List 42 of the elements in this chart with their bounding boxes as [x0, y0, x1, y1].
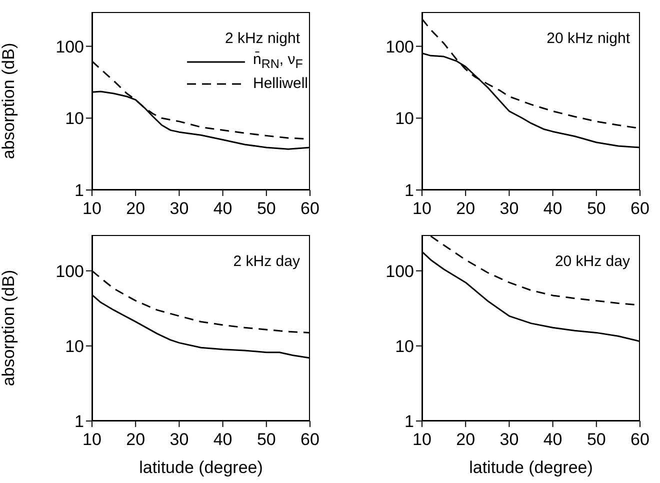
x-tick-label: 30 [500, 199, 519, 218]
y-tick-label: 1 [404, 181, 414, 200]
x-tick-label: 20 [456, 199, 476, 218]
x-tick-label: 60 [630, 199, 650, 218]
annotation: 2 kHz night [224, 30, 300, 47]
legend-label: Helliwell [252, 74, 308, 94]
annotation: 2 kHz day [233, 253, 300, 270]
x-tick-label: 20 [456, 430, 476, 450]
y-tick-label: 10 [65, 336, 84, 356]
annotation: 20 kHz night [546, 30, 630, 47]
y-tick-label: 1 [74, 181, 84, 200]
x-tick-label: 50 [586, 430, 606, 450]
x-tick-label: 60 [300, 199, 320, 218]
y-tick-label: 1 [74, 412, 84, 432]
y-tick-label: 100 [386, 37, 414, 56]
y-axis-title: absorption (dB) [0, 42, 18, 160]
y-tick-label: 10 [65, 109, 84, 128]
y-axis-title: absorption (dB) [0, 270, 18, 386]
x-tick-label: 50 [256, 199, 276, 218]
x-tick-label: 40 [213, 199, 232, 218]
x-tick-label: 50 [586, 199, 606, 218]
x-tick-label: 40 [543, 430, 562, 450]
x-tick-label: 20 [126, 199, 146, 218]
y-tick-label: 100 [386, 262, 414, 281]
x-tick-label: 40 [543, 199, 562, 218]
x-tick-label: 40 [213, 430, 232, 450]
legend-label: n̄$_{RN}$, ν$_{F}$ [252, 50, 303, 73]
x-tick-label: 30 [170, 430, 189, 450]
x-tick-label: 30 [500, 430, 519, 450]
x-axis-title: latitude (degree) [139, 458, 263, 477]
y-tick-label: 100 [56, 262, 84, 281]
x-tick-label: 50 [256, 430, 276, 450]
y-tick-label: 10 [395, 336, 414, 356]
annotation: 20 kHz day [554, 253, 630, 270]
y-tick-label: 1 [404, 412, 414, 432]
x-axis-title: latitude (degree) [469, 458, 593, 477]
x-tick-label: 60 [300, 430, 320, 450]
x-tick-label: 30 [170, 199, 189, 218]
x-tick-label: 20 [126, 430, 146, 450]
y-tick-label: 100 [56, 37, 84, 56]
y-tick-label: 10 [395, 109, 414, 128]
x-tick-label: 60 [630, 430, 650, 450]
